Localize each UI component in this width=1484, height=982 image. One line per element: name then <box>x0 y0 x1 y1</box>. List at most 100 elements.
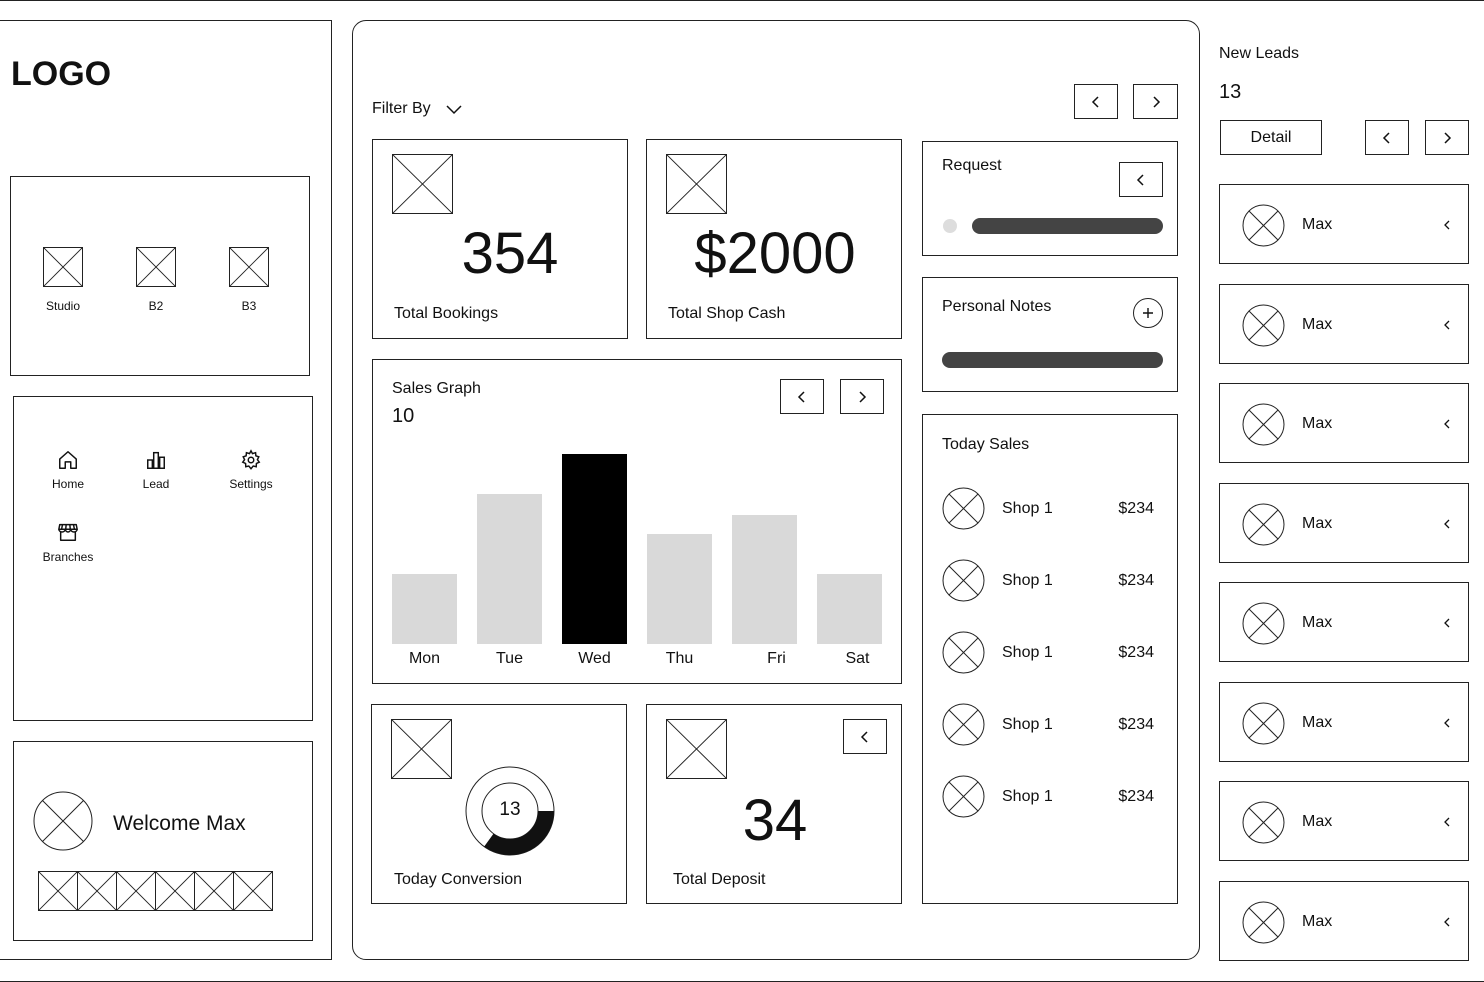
leads-next-button[interactable] <box>1425 120 1469 155</box>
shop-avatar <box>942 559 985 602</box>
request-card: Request <box>922 141 1178 256</box>
lead-item[interactable]: Max <box>1219 383 1469 463</box>
graph-prev-button[interactable] <box>780 379 824 414</box>
bar-sat <box>817 574 882 644</box>
total-deposit-card: 34 Total Deposit <box>646 704 902 904</box>
conversion-value: 13 <box>499 799 521 820</box>
main-prev-button[interactable] <box>1074 84 1118 119</box>
list-item[interactable]: Shop 1 $234 <box>942 631 1162 675</box>
home-icon <box>59 451 77 469</box>
shop-avatar <box>942 631 985 674</box>
x-tick-label: Tue <box>496 650 523 667</box>
shop-name: Shop 1 <box>1002 500 1053 517</box>
x-tick-label: Wed <box>578 650 611 667</box>
image-placeholder-icon <box>38 871 78 911</box>
list-item[interactable]: Shop 1 $234 <box>942 487 1162 531</box>
chevron-down-icon <box>446 105 462 115</box>
x-tick-label: Thu <box>665 650 694 667</box>
x-tick-label: Sat <box>845 650 870 667</box>
lead-name: Max <box>1302 913 1333 930</box>
sales-graph-card: Sales Graph 10 Mon Tue Wed Thu Fri Sat <box>372 359 902 684</box>
shop-amount: $234 <box>1118 572 1154 589</box>
graph-next-button[interactable] <box>840 379 884 414</box>
shop-name: Shop 1 <box>1002 716 1053 733</box>
lead-avatar <box>1242 801 1285 844</box>
lead-item[interactable]: Max <box>1219 184 1469 264</box>
shop-name: Shop 1 <box>1002 644 1053 661</box>
branch-label: Studio <box>45 299 81 313</box>
branch-item-b2[interactable]: B2 <box>116 245 196 317</box>
chevron-left-icon <box>1444 817 1450 827</box>
shop-avatar <box>942 775 985 818</box>
lead-avatar <box>1242 702 1285 745</box>
shop-avatar <box>942 703 985 746</box>
shop-amount: $234 <box>1118 500 1154 517</box>
chevron-left-icon <box>1382 131 1390 144</box>
lead-item[interactable]: Max <box>1219 881 1469 961</box>
nav-label: Home <box>51 477 84 491</box>
shop-amount: $234 <box>1118 788 1154 805</box>
nav-label: Branches <box>42 550 94 564</box>
logo: LOGO <box>11 55 112 93</box>
deposit-value: 34 <box>742 788 808 853</box>
chevron-left-icon <box>1136 173 1144 186</box>
bar-wed <box>562 454 627 644</box>
nav-panel: Home Lead Settings Branches <box>13 396 313 721</box>
conversion-label: Today Conversion <box>394 871 523 888</box>
image-placeholder-icon <box>229 247 269 287</box>
chevron-left-icon <box>797 390 805 403</box>
chevron-left-icon <box>1444 320 1450 330</box>
chevron-left-icon <box>1444 519 1450 529</box>
lead-avatar <box>1242 503 1285 546</box>
filter-label: Filter By <box>372 100 431 117</box>
bar-chart-x-axis: Mon Tue Wed Thu Fri Sat <box>392 648 902 672</box>
branch-item-studio[interactable]: Studio <box>23 245 103 317</box>
new-leads-title: New Leads <box>1219 45 1300 62</box>
request-progress-bar <box>972 218 1163 234</box>
list-item[interactable]: Shop 1 $234 <box>942 775 1162 819</box>
nav-item-home[interactable]: Home <box>36 447 100 493</box>
today-sales-title: Today Sales <box>942 436 1030 453</box>
today-conversion-card: 13 Today Conversion <box>371 704 627 904</box>
lead-avatar <box>1242 204 1285 247</box>
lead-item[interactable]: Max <box>1219 483 1469 563</box>
chevron-right-icon <box>1444 131 1452 144</box>
nav-item-lead[interactable]: Lead <box>124 447 188 493</box>
branch-item-b3[interactable]: B3 <box>209 245 289 317</box>
welcome-text: Welcome Max <box>113 812 246 835</box>
nav-item-branches[interactable]: Branches <box>36 521 100 567</box>
image-placeholder-icon <box>136 247 176 287</box>
list-item[interactable]: Shop 1 $234 <box>942 559 1162 603</box>
sales-graph-value: 10 <box>392 405 415 427</box>
chevron-left-icon <box>1444 718 1450 728</box>
request-collapse-button[interactable] <box>1119 162 1163 197</box>
lead-item[interactable]: Max <box>1219 284 1469 364</box>
leads-prev-button[interactable] <box>1365 120 1409 155</box>
chevron-right-icon <box>859 390 867 403</box>
store-icon <box>58 523 78 541</box>
chevron-left-icon <box>1091 95 1099 108</box>
image-placeholder-icon <box>77 871 117 911</box>
add-note-button[interactable] <box>1133 298 1163 328</box>
nav-item-settings[interactable]: Settings <box>219 447 283 493</box>
detail-button[interactable]: Detail <box>1220 120 1322 155</box>
x-tick-label: Fri <box>767 650 786 667</box>
deposit-collapse-button[interactable] <box>843 719 887 754</box>
branch-label: B2 <box>148 299 164 313</box>
lead-item[interactable]: Max <box>1219 682 1469 762</box>
lead-name: Max <box>1302 316 1333 333</box>
image-placeholder-icon <box>116 871 156 911</box>
lead-name: Max <box>1302 515 1333 532</box>
branch-label: B3 <box>241 299 257 313</box>
lead-name: Max <box>1302 216 1333 233</box>
lead-item[interactable]: Max <box>1219 781 1469 861</box>
lead-name: Max <box>1302 714 1333 731</box>
filter-dropdown[interactable]: Filter By <box>372 98 472 122</box>
main-next-button[interactable] <box>1133 84 1178 119</box>
list-item[interactable]: Shop 1 $234 <box>942 703 1162 747</box>
chart-icon <box>147 451 165 469</box>
plus-icon <box>1143 308 1153 318</box>
lead-name: Max <box>1302 415 1333 432</box>
lead-item[interactable]: Max <box>1219 582 1469 662</box>
shop-cash-label: Total Shop Cash <box>668 305 786 322</box>
